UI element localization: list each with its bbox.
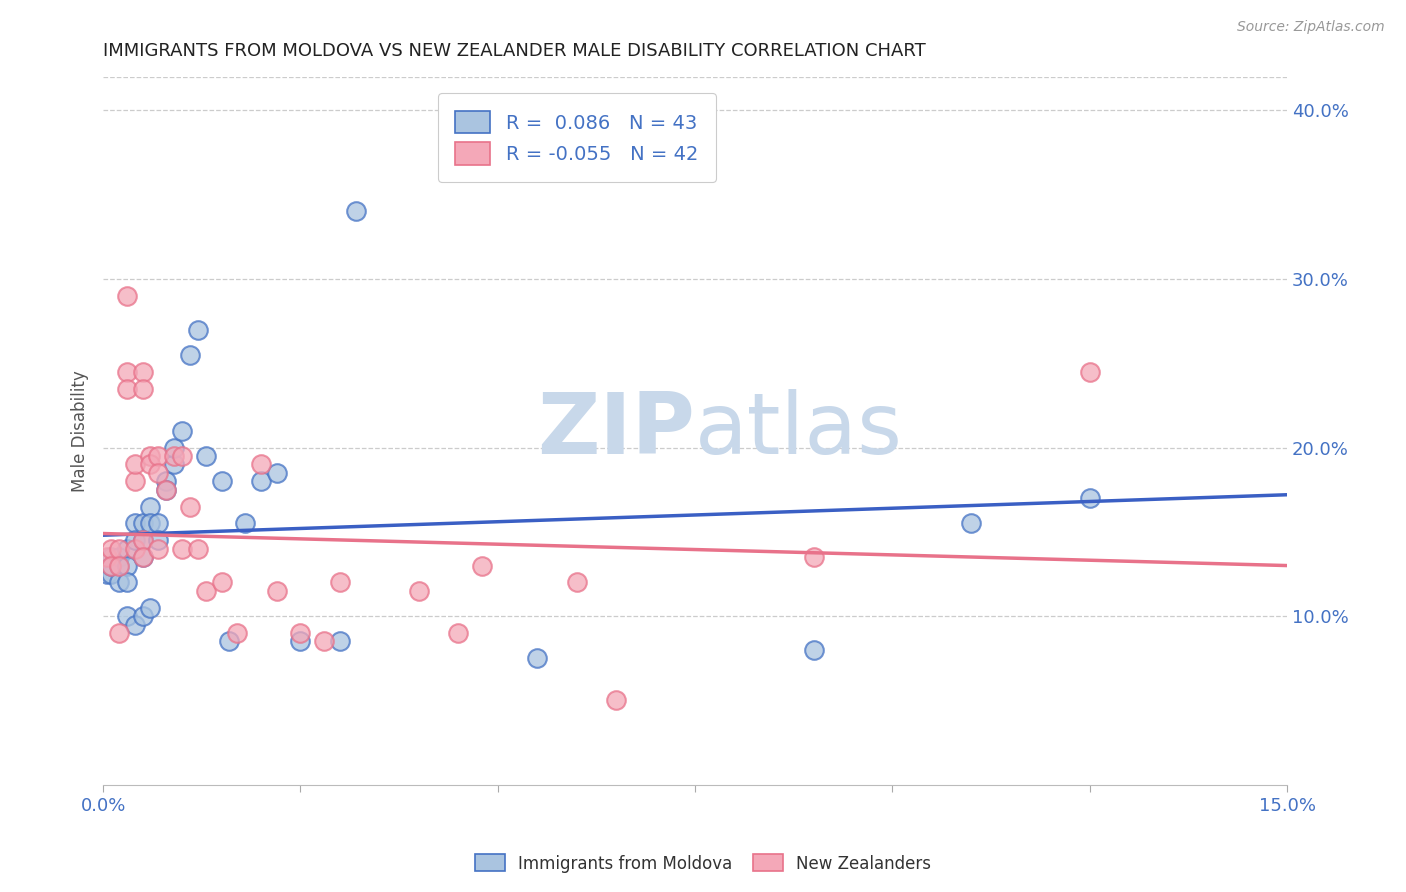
Point [329, 634, 352, 648]
Point [565, 575, 588, 590]
Point [170, 449, 193, 463]
Point [803, 643, 825, 657]
Point [148, 533, 170, 548]
Point [124, 617, 146, 632]
Point [170, 424, 193, 438]
Point [163, 441, 186, 455]
Point [266, 466, 288, 480]
Point [115, 365, 138, 379]
Point [266, 583, 288, 598]
Point [179, 500, 201, 514]
Point [250, 458, 273, 472]
Text: ZIP: ZIP [537, 389, 695, 472]
Point [131, 533, 153, 548]
Point [139, 449, 162, 463]
Point [100, 550, 122, 565]
Point [211, 575, 233, 590]
Point [131, 609, 153, 624]
Point [108, 558, 131, 573]
Point [194, 583, 217, 598]
Point [131, 550, 153, 565]
Point [960, 516, 983, 531]
Point [155, 475, 177, 489]
Point [96, 566, 118, 581]
Point [329, 575, 352, 590]
Text: atlas: atlas [695, 389, 903, 472]
Point [290, 634, 312, 648]
Point [100, 541, 122, 556]
Point [148, 516, 170, 531]
Point [115, 609, 138, 624]
Point [250, 475, 273, 489]
Point [226, 626, 249, 640]
Text: IMMIGRANTS FROM MOLDOVA VS NEW ZEALANDER MALE DISABILITY CORRELATION CHART: IMMIGRANTS FROM MOLDOVA VS NEW ZEALANDER… [103, 42, 927, 60]
Point [170, 541, 193, 556]
Point [447, 626, 470, 640]
Point [108, 550, 131, 565]
Point [139, 516, 162, 531]
Point [218, 634, 240, 648]
Point [131, 382, 153, 396]
Point [96, 550, 118, 565]
Point [115, 289, 138, 303]
Point [211, 475, 233, 489]
Point [131, 516, 153, 531]
Point [155, 483, 177, 497]
Point [115, 558, 138, 573]
Point [115, 575, 138, 590]
Point [344, 204, 367, 219]
Y-axis label: Male Disability: Male Disability [72, 370, 89, 491]
Legend: Immigrants from Moldova, New Zealanders: Immigrants from Moldova, New Zealanders [468, 847, 938, 880]
Point [131, 550, 153, 565]
Point [408, 583, 430, 598]
Point [526, 651, 548, 665]
Point [131, 533, 153, 548]
Point [290, 626, 312, 640]
Text: Source: ZipAtlas.com: Source: ZipAtlas.com [1237, 20, 1385, 34]
Point [108, 541, 131, 556]
Point [471, 558, 494, 573]
Point [1078, 491, 1101, 505]
Point [100, 558, 122, 573]
Point [1078, 365, 1101, 379]
Point [131, 365, 153, 379]
Point [124, 458, 146, 472]
Point [148, 541, 170, 556]
Legend: R =  0.086   N = 43, R = -0.055   N = 42: R = 0.086 N = 43, R = -0.055 N = 42 [437, 94, 716, 182]
Point [155, 483, 177, 497]
Point [179, 348, 201, 362]
Point [139, 500, 162, 514]
Point [233, 516, 256, 531]
Point [124, 533, 146, 548]
Point [124, 516, 146, 531]
Point [187, 322, 209, 336]
Point [108, 558, 131, 573]
Point [108, 575, 131, 590]
Point [115, 382, 138, 396]
Point [108, 626, 131, 640]
Point [605, 693, 627, 707]
Point [803, 550, 825, 565]
Point [187, 541, 209, 556]
Point [115, 541, 138, 556]
Point [124, 475, 146, 489]
Point [163, 458, 186, 472]
Point [100, 566, 122, 581]
Point [139, 458, 162, 472]
Point [163, 449, 186, 463]
Point [314, 634, 336, 648]
Point [139, 600, 162, 615]
Point [100, 558, 122, 573]
Point [124, 541, 146, 556]
Point [148, 449, 170, 463]
Point [194, 449, 217, 463]
Point [148, 466, 170, 480]
